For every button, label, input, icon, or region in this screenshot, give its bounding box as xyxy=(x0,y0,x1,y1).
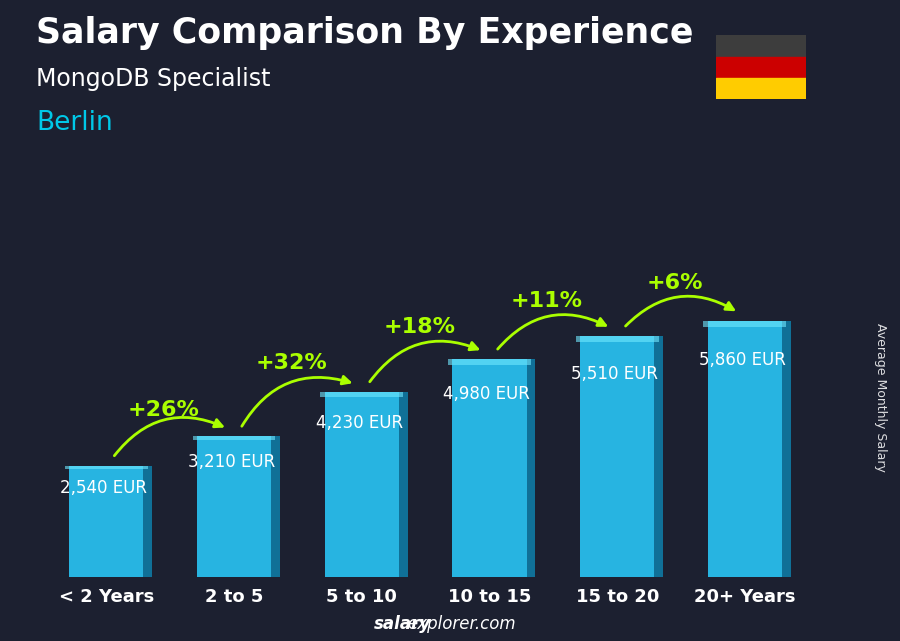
Text: 2,540 EUR: 2,540 EUR xyxy=(60,479,148,497)
Bar xyxy=(704,320,787,327)
Text: 5,510 EUR: 5,510 EUR xyxy=(572,365,658,383)
Bar xyxy=(708,320,782,577)
Text: Salary Comparison By Experience: Salary Comparison By Experience xyxy=(36,16,693,50)
Text: 3,210 EUR: 3,210 EUR xyxy=(188,453,275,471)
FancyBboxPatch shape xyxy=(271,437,280,577)
Text: 4,230 EUR: 4,230 EUR xyxy=(316,414,402,432)
Text: +32%: +32% xyxy=(256,353,328,372)
Bar xyxy=(580,336,654,577)
FancyBboxPatch shape xyxy=(782,320,791,577)
Bar xyxy=(448,359,531,365)
Text: +18%: +18% xyxy=(383,317,455,337)
FancyBboxPatch shape xyxy=(526,359,536,577)
FancyBboxPatch shape xyxy=(143,466,152,577)
Text: Average Monthly Salary: Average Monthly Salary xyxy=(874,323,886,472)
Bar xyxy=(325,392,399,577)
Text: explorer.com: explorer.com xyxy=(408,615,517,633)
Bar xyxy=(576,336,659,342)
FancyBboxPatch shape xyxy=(399,392,408,577)
Text: +26%: +26% xyxy=(128,400,200,420)
Bar xyxy=(716,78,806,99)
Text: +6%: +6% xyxy=(646,274,703,294)
Bar xyxy=(69,466,143,577)
Text: 4,980 EUR: 4,980 EUR xyxy=(444,385,530,403)
Bar xyxy=(716,56,806,78)
Bar xyxy=(193,437,275,440)
Bar xyxy=(716,35,806,56)
Text: 5,860 EUR: 5,860 EUR xyxy=(699,351,786,369)
Bar xyxy=(320,392,403,397)
FancyBboxPatch shape xyxy=(654,336,663,577)
Bar xyxy=(65,466,148,469)
Bar xyxy=(453,359,526,577)
Text: +11%: +11% xyxy=(511,292,583,312)
Text: salary: salary xyxy=(374,615,431,633)
Bar xyxy=(197,437,271,577)
Text: MongoDB Specialist: MongoDB Specialist xyxy=(36,67,271,91)
Text: Berlin: Berlin xyxy=(36,110,112,137)
